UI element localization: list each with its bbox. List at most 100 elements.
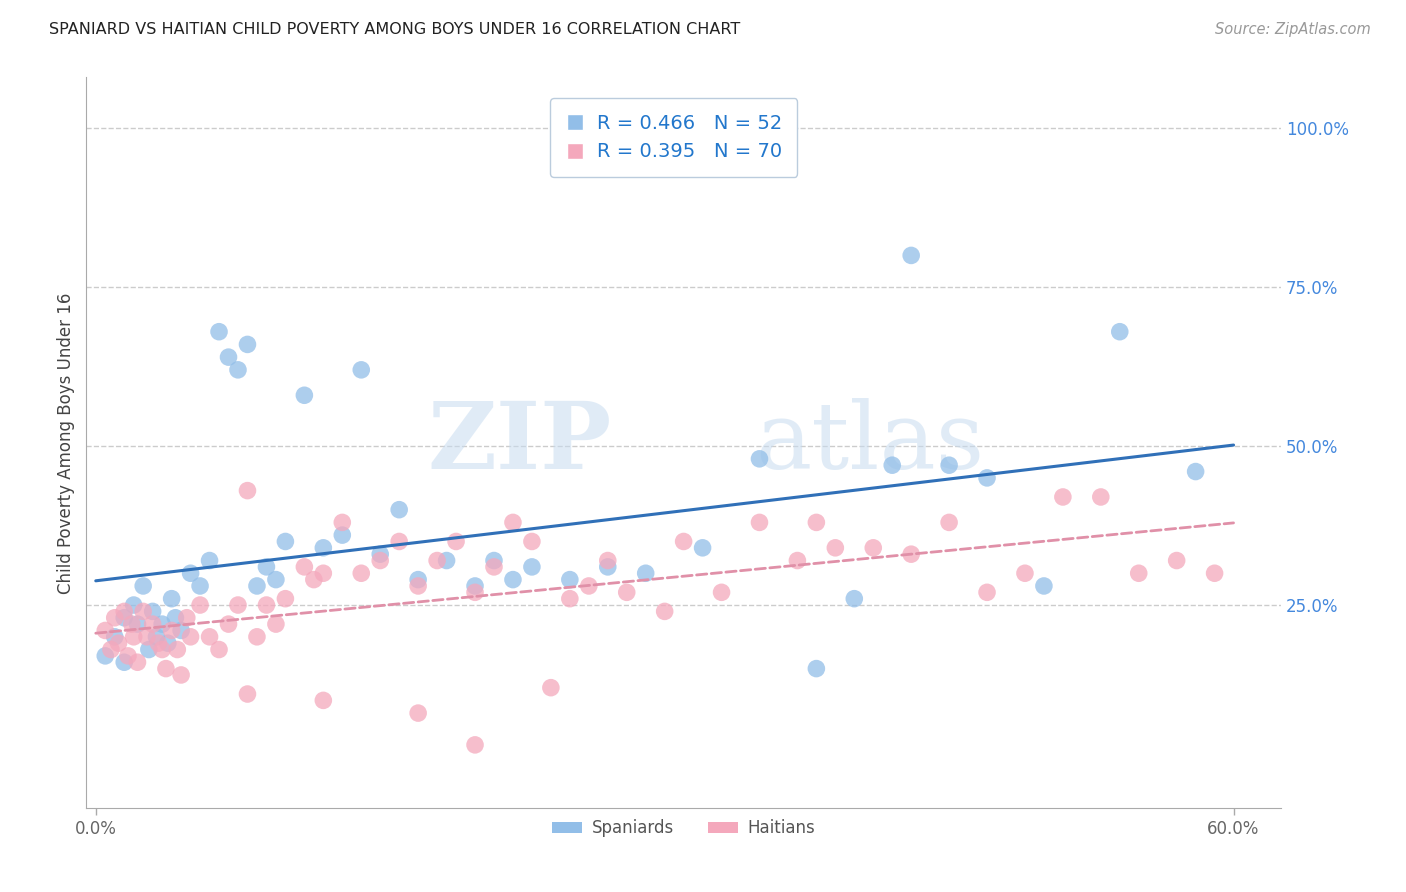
Point — [444, 534, 467, 549]
Point — [900, 547, 922, 561]
Point — [246, 579, 269, 593]
Point — [226, 363, 249, 377]
Point — [482, 553, 505, 567]
Point — [104, 611, 127, 625]
Point — [806, 662, 828, 676]
Point — [104, 630, 127, 644]
Point — [406, 579, 429, 593]
Point — [302, 573, 325, 587]
Point — [218, 617, 240, 632]
Point — [198, 553, 221, 567]
Point — [256, 598, 278, 612]
Point — [112, 655, 135, 669]
Text: Source: ZipAtlas.com: Source: ZipAtlas.com — [1215, 22, 1371, 37]
Point — [748, 516, 770, 530]
Point — [1014, 566, 1036, 581]
Point — [165, 611, 187, 625]
Point — [558, 591, 581, 606]
Point — [862, 541, 884, 555]
Point — [938, 458, 960, 473]
Point — [148, 636, 170, 650]
Point — [122, 598, 145, 612]
Point — [94, 624, 117, 638]
Point — [132, 604, 155, 618]
Point — [274, 534, 297, 549]
Point — [274, 591, 297, 606]
Point — [520, 560, 543, 574]
Point — [558, 573, 581, 587]
Point — [180, 566, 202, 581]
Point — [1032, 579, 1054, 593]
Point — [330, 528, 353, 542]
Point — [388, 534, 411, 549]
Point — [107, 636, 129, 650]
Point — [226, 598, 249, 612]
Point — [520, 534, 543, 549]
Point — [188, 579, 211, 593]
Point — [145, 630, 167, 644]
Point — [170, 624, 193, 638]
Point — [824, 541, 846, 555]
Point — [121, 617, 143, 632]
Point — [900, 248, 922, 262]
Point — [160, 591, 183, 606]
Point — [1204, 566, 1226, 581]
Point — [142, 617, 165, 632]
Point — [634, 566, 657, 581]
Text: atlas: atlas — [755, 398, 984, 488]
Point — [94, 648, 117, 663]
Y-axis label: Child Poverty Among Boys Under 16: Child Poverty Among Boys Under 16 — [58, 293, 75, 594]
Point — [502, 516, 524, 530]
Point — [616, 585, 638, 599]
Point — [368, 553, 391, 567]
Point — [426, 553, 449, 567]
Point — [1184, 465, 1206, 479]
Point — [312, 541, 335, 555]
Point — [264, 617, 287, 632]
Point — [882, 458, 904, 473]
Point — [180, 630, 202, 644]
Point — [350, 363, 373, 377]
Point — [292, 560, 315, 574]
Point — [122, 630, 145, 644]
Point — [540, 681, 562, 695]
Point — [208, 325, 231, 339]
Point — [692, 541, 714, 555]
Point — [596, 560, 619, 574]
Point — [464, 585, 486, 599]
Point — [218, 350, 240, 364]
Point — [170, 668, 193, 682]
Point — [312, 566, 335, 581]
Point — [150, 642, 173, 657]
Point — [312, 693, 335, 707]
Point — [166, 642, 188, 657]
Text: ZIP: ZIP — [427, 398, 612, 488]
Point — [748, 451, 770, 466]
Point — [127, 655, 149, 669]
Point — [578, 579, 600, 593]
Point — [710, 585, 733, 599]
Point — [246, 630, 269, 644]
Point — [1052, 490, 1074, 504]
Point — [350, 566, 373, 581]
Point — [160, 624, 183, 638]
Point — [188, 598, 211, 612]
Point — [938, 516, 960, 530]
Point — [155, 662, 177, 676]
Point — [150, 617, 173, 632]
Point — [330, 516, 353, 530]
Point — [786, 553, 808, 567]
Point — [436, 553, 458, 567]
Point — [156, 636, 179, 650]
Point — [464, 579, 486, 593]
Point — [256, 560, 278, 574]
Point — [596, 553, 619, 567]
Point — [406, 573, 429, 587]
Point — [1128, 566, 1150, 581]
Point — [844, 591, 866, 606]
Point — [112, 604, 135, 618]
Point — [132, 579, 155, 593]
Text: SPANIARD VS HAITIAN CHILD POVERTY AMONG BOYS UNDER 16 CORRELATION CHART: SPANIARD VS HAITIAN CHILD POVERTY AMONG … — [49, 22, 741, 37]
Point — [176, 611, 198, 625]
Point — [976, 585, 998, 599]
